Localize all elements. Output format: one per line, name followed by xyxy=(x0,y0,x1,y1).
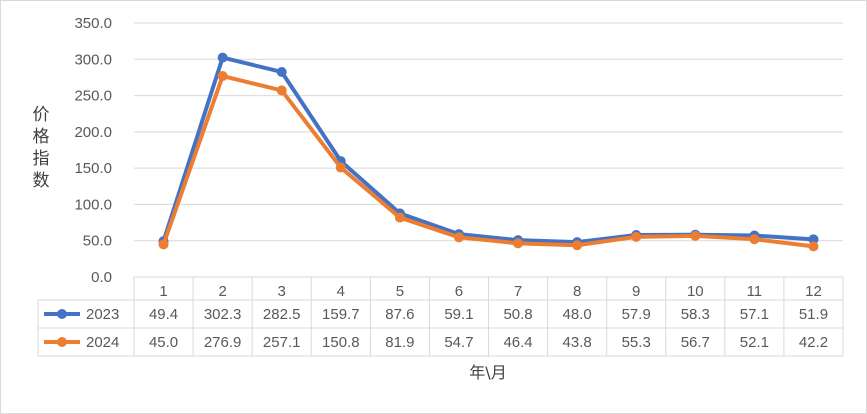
x-tick-label: 5 xyxy=(396,283,404,300)
data-table-value: 282.5 xyxy=(263,306,301,323)
legend-marker xyxy=(57,337,67,347)
data-table-value: 56.7 xyxy=(681,334,710,351)
x-tick-label: 6 xyxy=(455,283,463,300)
data-table-value: 52.1 xyxy=(740,334,769,351)
y-tick-label: 0.0 xyxy=(91,269,112,286)
data-point xyxy=(690,230,701,241)
legend-label: 2023 xyxy=(86,306,119,323)
data-point xyxy=(276,85,287,96)
data-table-value: 57.9 xyxy=(622,306,651,323)
data-point xyxy=(749,234,760,245)
x-tick-label: 11 xyxy=(747,283,763,300)
data-table-value: 46.4 xyxy=(503,334,532,351)
data-point xyxy=(217,52,228,63)
data-table-value: 49.4 xyxy=(149,306,178,323)
x-tick-label: 12 xyxy=(805,283,822,300)
data-table-value: 81.9 xyxy=(385,334,414,351)
x-tick-label: 8 xyxy=(573,283,581,300)
y-axis-title: 价格指数 xyxy=(33,105,50,191)
x-tick-label: 2 xyxy=(218,283,226,300)
y-tick-label: 50.0 xyxy=(83,233,112,250)
data-table-value: 42.2 xyxy=(799,334,828,351)
data-table-value: 302.3 xyxy=(204,306,242,323)
data-table-value: 87.6 xyxy=(385,306,414,323)
y-tick-label: 200.0 xyxy=(74,124,112,141)
x-tick-label: 4 xyxy=(337,283,345,300)
data-point xyxy=(513,238,524,249)
data-point xyxy=(217,71,228,82)
x-tick-label: 3 xyxy=(278,283,286,300)
data-table-value: 50.8 xyxy=(503,306,532,323)
data-point xyxy=(276,66,287,77)
data-table-value: 48.0 xyxy=(563,306,592,323)
data-table-value: 257.1 xyxy=(263,334,301,351)
y-tick-label: 100.0 xyxy=(74,196,112,213)
data-table-value: 59.1 xyxy=(444,306,473,323)
data-table-value: 276.9 xyxy=(204,334,242,351)
y-tick-label: 150.0 xyxy=(74,160,112,177)
x-tick-label: 1 xyxy=(159,283,167,300)
data-table-value: 51.9 xyxy=(799,306,828,323)
data-table-value: 54.7 xyxy=(444,334,473,351)
data-table-value: 45.0 xyxy=(149,334,178,351)
data-point xyxy=(808,234,819,245)
legend-label: 2024 xyxy=(86,334,119,351)
data-point xyxy=(158,239,169,250)
data-point xyxy=(572,240,583,251)
data-point xyxy=(453,232,464,243)
x-tick-label: 9 xyxy=(632,283,640,300)
series-line-2024 xyxy=(161,74,814,249)
data-point xyxy=(631,231,642,242)
y-tick-label: 250.0 xyxy=(74,88,112,105)
data-table-value: 43.8 xyxy=(563,334,592,351)
data-point xyxy=(335,162,346,173)
data-point xyxy=(394,212,405,223)
legend-marker xyxy=(57,309,67,319)
data-table-value: 150.8 xyxy=(322,334,360,351)
x-axis-title: 年\月 xyxy=(469,363,506,382)
y-tick-label: 300.0 xyxy=(74,51,112,68)
data-point xyxy=(808,241,819,252)
y-tick-label: 350.0 xyxy=(74,15,112,32)
data-table-value: 57.1 xyxy=(740,306,769,323)
data-table-value: 159.7 xyxy=(322,306,360,323)
data-table-value: 55.3 xyxy=(622,334,651,351)
x-tick-label: 10 xyxy=(687,283,704,300)
data-table-value: 58.3 xyxy=(681,306,710,323)
x-tick-label: 7 xyxy=(514,283,522,300)
